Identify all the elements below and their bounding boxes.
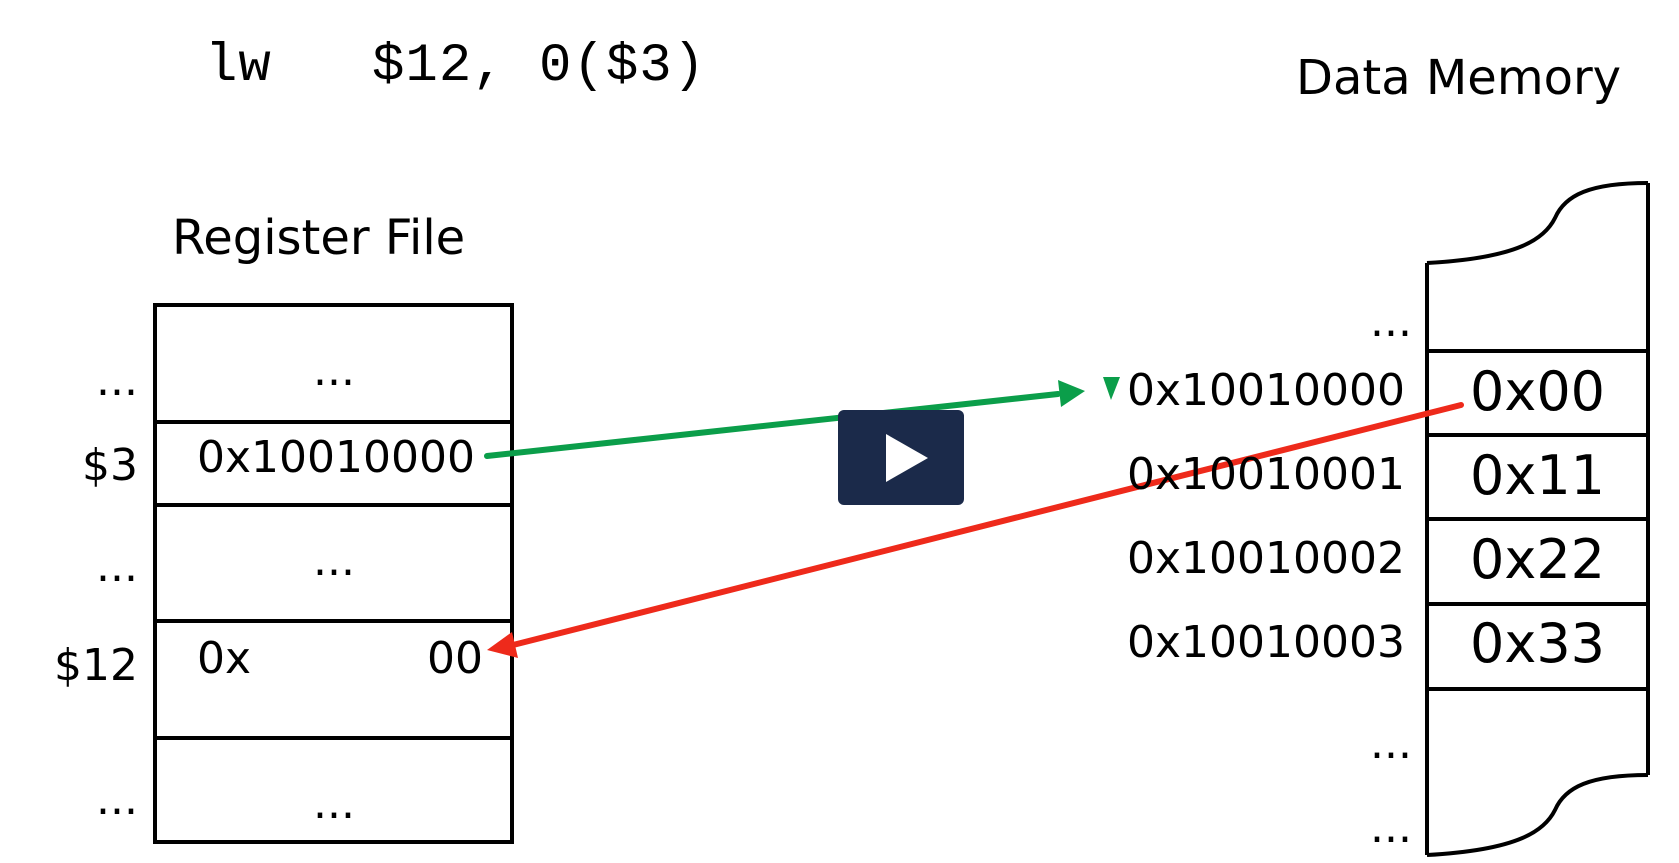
- data-memory-title: Data Memory: [1296, 50, 1622, 106]
- memory-top-tear: [1426, 181, 1649, 265]
- register-row-12: 0x 00: [157, 619, 510, 736]
- memory-value: 0x33: [1470, 612, 1606, 675]
- memory-value: 0x22: [1470, 528, 1606, 591]
- register-label: ...: [96, 774, 138, 825]
- memory-bottom-ellipsis: ...: [1370, 802, 1412, 853]
- address-arrow: [484, 380, 1085, 459]
- register-value-12-suffix: 00: [427, 633, 483, 684]
- register-value: ...: [313, 535, 355, 586]
- memory-value: 0x11: [1470, 444, 1606, 507]
- memory-address: 0x10010001: [1127, 449, 1405, 500]
- register-value: ...: [313, 345, 355, 396]
- register-row: ...: [157, 503, 510, 619]
- register-row-3: 0x10010000: [157, 420, 510, 503]
- register-value-3: 0x10010000: [197, 432, 475, 483]
- memory-address: 0x10010003: [1127, 617, 1405, 668]
- register-value: ...: [313, 778, 355, 829]
- memory-value: 0x00: [1470, 360, 1606, 423]
- data-arrow: [487, 402, 1464, 658]
- instruction-opcode: lw: [205, 36, 272, 97]
- memory-bottom-tear: [1426, 773, 1649, 857]
- register-label: ...: [96, 355, 138, 406]
- register-value-12-prefix: 0x: [197, 633, 252, 684]
- memory-side-lines: [1425, 183, 1650, 855]
- register-label: ...: [96, 541, 138, 592]
- register-file-title: Register File: [172, 210, 466, 266]
- instruction: lw $12, 0($3): [205, 36, 706, 97]
- register-file-table: ... 0x10010000 ... 0x 00 ...: [153, 303, 514, 844]
- register-label-12: $12: [54, 640, 138, 691]
- address-marker: [1103, 377, 1120, 400]
- register-row: ...: [157, 736, 510, 844]
- play-button[interactable]: [838, 410, 964, 505]
- memory-address: 0x10010000: [1127, 365, 1405, 416]
- register-label-3: $3: [82, 440, 138, 491]
- play-icon: [886, 434, 928, 482]
- memory-top-ellipsis: ...: [1370, 296, 1412, 347]
- register-row: ...: [157, 307, 510, 424]
- memory-address: 0x10010002: [1127, 533, 1405, 584]
- instruction-operands: $12, 0($3): [372, 36, 707, 97]
- memory-bottom-ellipsis: ...: [1370, 718, 1412, 769]
